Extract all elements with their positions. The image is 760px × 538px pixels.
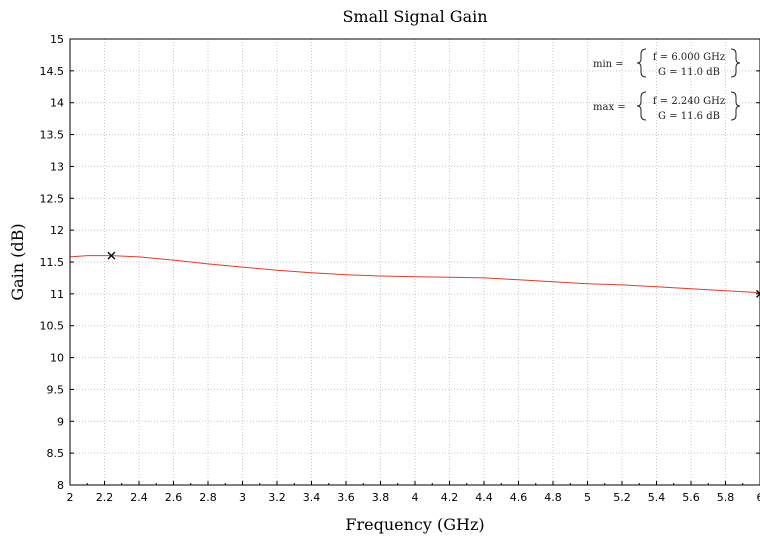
y-tick-label: 14.5 — [40, 65, 65, 78]
max-annotation-g: G = 11.6 dB — [658, 111, 720, 122]
chart-title: Small Signal Gain — [342, 7, 487, 26]
max-right-brace — [730, 91, 741, 121]
series-layer — [69, 255, 760, 294]
y-tick-label: 8 — [57, 479, 64, 492]
x-tick-label: 4 — [412, 491, 419, 504]
max-annotation-label: max = — [593, 102, 626, 113]
x-tick-label: 3 — [239, 491, 246, 504]
min-annotation-g: G = 11.0 dB — [658, 67, 720, 78]
x-axis-label: Frequency (GHz) — [345, 515, 484, 534]
max-annotation: max = f = 2.240 GHz G = 11.6 dB — [593, 91, 741, 122]
x-tick-label: 4.4 — [475, 491, 493, 504]
min-annotation: min = f = 6.000 GHz G = 11.0 dB — [593, 48, 741, 78]
y-tick-label: 11 — [50, 288, 64, 301]
x-tick-label: 2.6 — [165, 491, 183, 504]
y-tick-label: 9 — [57, 415, 64, 428]
min-right-brace — [730, 48, 741, 78]
x-tick-label: 3.8 — [372, 491, 390, 504]
x-tick-label: 4.8 — [544, 491, 562, 504]
y-tick-label: 13 — [50, 160, 64, 173]
x-tick-label: 3.6 — [337, 491, 355, 504]
x-tick-label: 3.2 — [268, 491, 286, 504]
min-annotation-f: f = 6.000 GHz — [653, 52, 725, 63]
x-tick-label: 2 — [67, 491, 74, 504]
x-tick-label: 5.6 — [682, 491, 700, 504]
y-tick-label: 11.5 — [40, 256, 65, 269]
x-tick-label: 5.4 — [648, 491, 666, 504]
y-tick-label: 10 — [50, 352, 64, 365]
min-annotation-label: min = — [593, 59, 624, 70]
y-tick-label: 10.5 — [40, 320, 65, 333]
x-tick-label: 2.8 — [199, 491, 217, 504]
x-tick-label: 2.2 — [96, 491, 114, 504]
x-tick-label: 5 — [584, 491, 591, 504]
y-tick-label: 12.5 — [40, 192, 65, 205]
y-tick-label: 14 — [50, 97, 64, 110]
x-tick-label: 2.4 — [130, 491, 148, 504]
y-tick-label: 9.5 — [47, 383, 65, 396]
min-left-brace — [636, 48, 647, 78]
x-marker — [107, 251, 116, 260]
x-tick-label: 5.2 — [613, 491, 631, 504]
grid — [70, 39, 760, 485]
x-tick-label: 5.8 — [717, 491, 735, 504]
y-tick-label: 8.5 — [47, 447, 65, 460]
x-tick-label: 3.4 — [303, 491, 321, 504]
max-annotation-f: f = 2.240 GHz — [653, 96, 725, 107]
x-tick-label: 4.6 — [510, 491, 528, 504]
max-left-brace — [636, 91, 647, 121]
y-tick-label: 12 — [50, 224, 64, 237]
ticks: 2 2.2 2.4 2.6 2.8 3 3.2 3.4 3.6 3.8 4 4.2 4.4 4.6 4.8 5… — [40, 33, 760, 504]
x-tick-label: 4.2 — [441, 491, 459, 504]
gain-series-line — [69, 255, 760, 294]
y-axis-label: Gain (dB) — [8, 223, 27, 300]
x-tick-label: 6 — [757, 491, 760, 504]
markers — [107, 251, 760, 298]
x-marker — [756, 289, 760, 298]
y-tick-label: 15 — [50, 33, 64, 46]
y-tick-label: 13.5 — [40, 129, 65, 142]
